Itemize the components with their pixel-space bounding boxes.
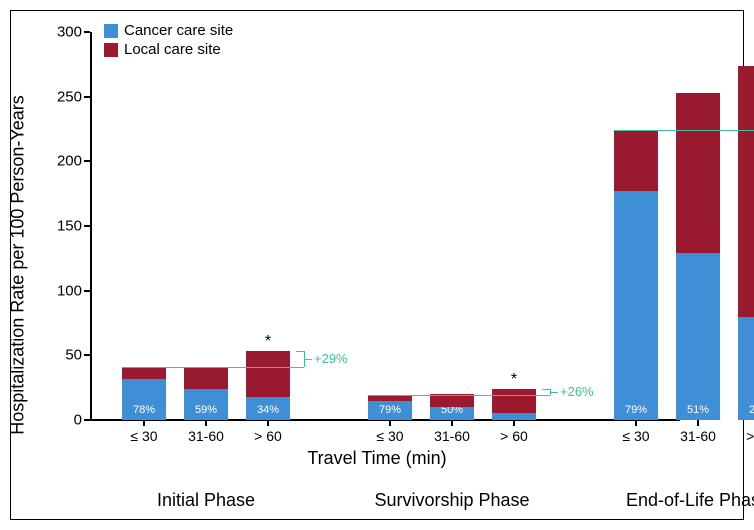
bar-segment-local xyxy=(614,130,658,191)
category-label: 31-60 xyxy=(680,428,716,444)
bar-pct-label: 51% xyxy=(676,404,720,416)
y-tick-label: 300 xyxy=(57,24,90,41)
legend: Cancer care site Local care site xyxy=(104,22,233,60)
legend-label: Local care site xyxy=(124,41,221,58)
x-tick xyxy=(451,420,453,426)
bar-segment-local xyxy=(122,367,166,379)
x-tick xyxy=(143,420,145,426)
plot-area: 05010015020025030078%59%34%*+29%79%50%21… xyxy=(90,32,680,420)
y-tick-label: 200 xyxy=(57,153,90,170)
legend-item-local: Local care site xyxy=(104,41,233,58)
y-axis-title: Hospitalization Rate per 100 Person-Year… xyxy=(8,95,29,435)
bracket-nub xyxy=(542,389,550,390)
bar-pct-label: 59% xyxy=(184,404,228,416)
bracket-delta-label: +26% xyxy=(560,384,594,399)
x-tick xyxy=(389,420,391,426)
category-label: > 60 xyxy=(254,428,282,444)
bracket-nub xyxy=(304,359,312,360)
bar: 79% xyxy=(614,130,658,420)
bar: 21% xyxy=(492,389,536,420)
bracket-delta-label: +29% xyxy=(314,351,348,366)
legend-item-cancer: Cancer care site xyxy=(104,22,233,39)
bar: 59% xyxy=(184,367,228,420)
category-label: ≤ 30 xyxy=(376,428,403,444)
category-label: > 60 xyxy=(500,428,528,444)
bar-segment-cancer: 29% xyxy=(738,317,754,420)
bar-segment-cancer: 50% xyxy=(430,407,474,420)
bar-segment-local xyxy=(492,389,536,414)
bar: 51% xyxy=(676,93,720,420)
reference-line xyxy=(368,395,550,396)
bar: 50% xyxy=(430,394,474,420)
category-label: ≤ 30 xyxy=(622,428,649,444)
category-label: 31-60 xyxy=(434,428,470,444)
bar-segment-cancer: 78% xyxy=(122,379,166,420)
y-tick-label: 250 xyxy=(57,88,90,105)
significance-star: * xyxy=(511,371,517,389)
phase-label: End-of-Life Phase xyxy=(626,490,754,511)
significance-star: * xyxy=(265,333,271,351)
legend-label: Cancer care site xyxy=(124,22,233,39)
x-tick xyxy=(267,420,269,426)
bar-segment-cancer: 79% xyxy=(614,191,658,420)
y-tick-label: 0 xyxy=(74,412,90,429)
legend-swatch xyxy=(104,24,118,38)
bar-pct-label: 78% xyxy=(122,404,166,416)
y-tick-label: 150 xyxy=(57,218,90,235)
bar-pct-label: 79% xyxy=(614,404,658,416)
bar: 34% xyxy=(246,351,290,420)
figure-container: Hospitalization Rate per 100 Person-Year… xyxy=(0,0,754,530)
x-tick xyxy=(635,420,637,426)
y-tick-label: 100 xyxy=(57,282,90,299)
x-tick xyxy=(205,420,207,426)
x-tick xyxy=(697,420,699,426)
y-axis xyxy=(90,32,92,420)
y-tick-label: 50 xyxy=(65,347,90,364)
bar-segment-cancer: 51% xyxy=(676,253,720,420)
bar-pct-label: 34% xyxy=(246,404,290,416)
x-tick xyxy=(513,420,515,426)
bar-segment-cancer: 34% xyxy=(246,397,290,420)
bar-segment-cancer: 79% xyxy=(368,401,412,420)
bar-segment-local xyxy=(184,367,228,389)
bar-segment-local xyxy=(676,93,720,253)
bar-segment-cancer: 59% xyxy=(184,389,228,420)
bar: 78% xyxy=(122,367,166,420)
reference-line xyxy=(614,130,754,131)
phase-label: Initial Phase xyxy=(157,490,255,511)
category-label: 31-60 xyxy=(188,428,224,444)
bracket-nub xyxy=(296,351,304,352)
category-label: ≤ 30 xyxy=(130,428,157,444)
bar-pct-label: 79% xyxy=(368,404,412,416)
bar-segment-local xyxy=(738,66,754,318)
bar: 79% xyxy=(368,395,412,420)
bar-segment-local xyxy=(246,351,290,396)
bar-pct-label: 29% xyxy=(738,404,754,416)
phase-label: Survivorship Phase xyxy=(374,490,529,511)
x-axis-title: Travel Time (min) xyxy=(0,448,754,469)
category-label: > 60 xyxy=(746,428,754,444)
bar: 29% xyxy=(738,66,754,420)
bracket-nub xyxy=(550,392,558,393)
legend-swatch xyxy=(104,43,118,57)
reference-line xyxy=(122,367,304,368)
